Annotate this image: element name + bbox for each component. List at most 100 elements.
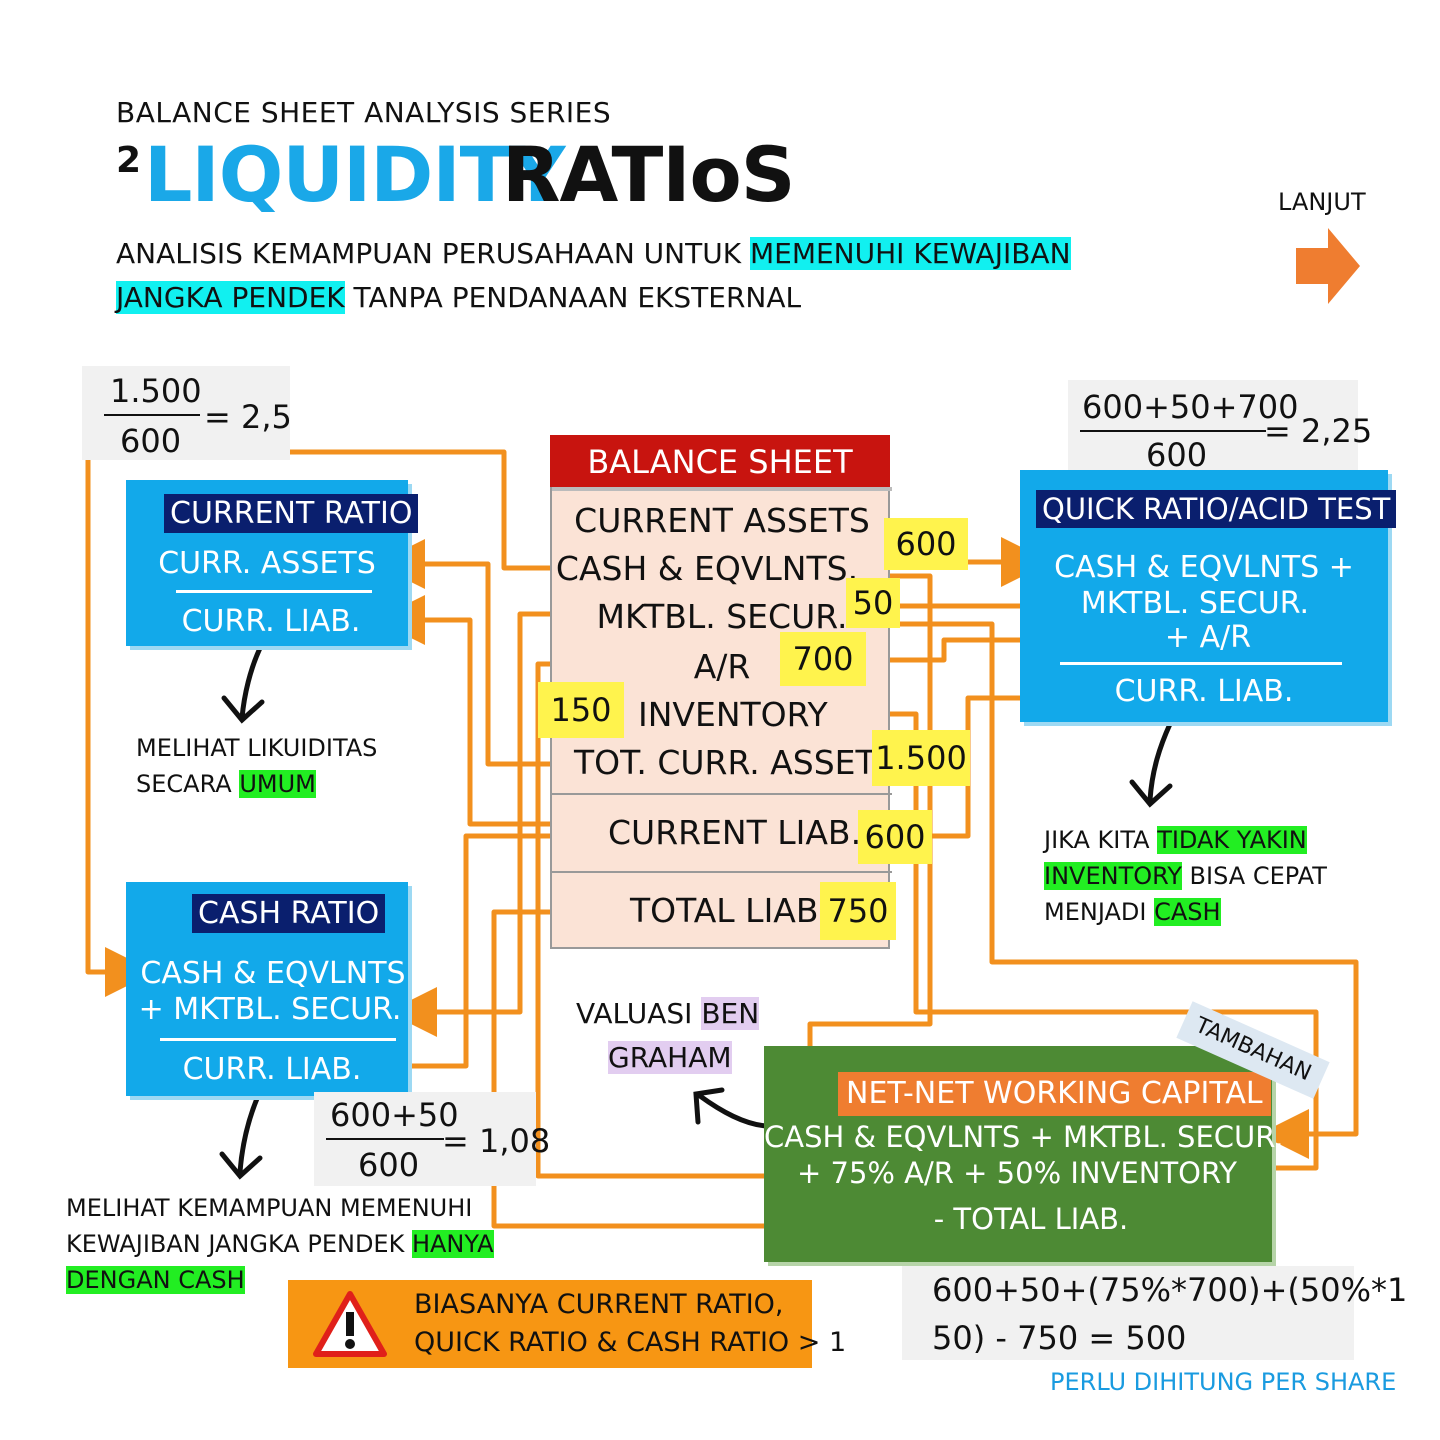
description-text: TANPA PENDANAAN EKSTERNAL (344, 281, 802, 314)
cash-ratio-title: CASH RATIO (192, 894, 386, 933)
series-label: BALANCE SHEET ANALYSIS SERIES (116, 96, 612, 129)
fraction-bar (160, 1038, 396, 1041)
current-ratio-box: CURRENT RATIO CURR. ASSETS CURR. LIAB. (126, 480, 419, 646)
nnwc-line-1: CASH & EQVLNTS + MKTBL. SECUR. (764, 1120, 1284, 1154)
warning-line-1: BIASANYA CURRENT RATIO, (414, 1289, 784, 1320)
nnwc-calculation: 600+50+(75%*700)+(50%*1 50) - 750 = 500 (902, 1266, 1408, 1360)
note-line: KEWAJIBAN JANGKA PENDEK HANYA (66, 1226, 494, 1262)
securities-label: MKTBL. SECUR. (596, 597, 848, 636)
current-assets-label: CURRENT ASSETS (574, 501, 870, 540)
next-label[interactable]: LANJUT (1278, 188, 1366, 216)
cash-ratio-formula-denominator: 600 (358, 1146, 420, 1184)
ar-label: A/R (693, 647, 751, 686)
quick-ratio-numerator-line2: MKTBL. SECUR. (1080, 586, 1310, 621)
note-highlight: UMUM (239, 770, 316, 798)
nnwc-box: NET-NET WORKING CAPITAL CASH & EQVLNTS +… (764, 1046, 1284, 1262)
note-highlight: CASH (1154, 898, 1221, 926)
note-line: SECARA UMUM (136, 766, 377, 802)
cash-ratio-formula-result: = 1,08 (442, 1122, 551, 1160)
note-text: JIKA KITA (1044, 826, 1158, 854)
quick-ratio-formula-result: = 2,25 (1264, 412, 1373, 450)
inventory-label: INVENTORY (638, 695, 828, 734)
note-line: DENGAN CASH (66, 1262, 494, 1298)
current-ratio-formula: 1.500 600 = 2,5 (82, 366, 292, 460)
current-ratio-numerator: CURR. ASSETS (158, 546, 376, 581)
note-line: MENJADI CASH (1044, 894, 1327, 930)
quick-ratio-denominator: CURR. LIAB. (1114, 674, 1294, 709)
note-line: INVENTORY BISA CEPAT (1044, 858, 1327, 894)
description-line-2: JANGKA PENDEK TANPA PENDANAAN EKSTERNAL (116, 278, 801, 318)
quick-ratio-note: JIKA KITA TIDAK YAKIN INVENTORY BISA CEP… (1044, 822, 1327, 930)
total-liab-label: TOTAL LIAB. (630, 891, 829, 930)
warning-text: BIASANYA CURRENT RATIO, QUICK RATIO & CA… (414, 1286, 846, 1362)
note-text: SECARA (136, 770, 240, 798)
note-highlight: DENGAN CASH (66, 1266, 245, 1294)
total-liab-value: 750 (820, 882, 896, 940)
ar-value: 700 (780, 632, 866, 686)
current-liab-label: CURRENT LIAB. (608, 813, 862, 852)
current-ratio-title: CURRENT RATIO (164, 494, 419, 533)
current-ratio-formula-denominator: 600 (120, 422, 182, 460)
description-highlight: JANGKA PENDEK (116, 281, 345, 314)
cash-value: 600 (884, 518, 968, 570)
total-current-assets-label: TOT. CURR. ASSETS (574, 743, 897, 782)
nnwc-line-3: - TOTAL LIAB. (933, 1202, 1129, 1236)
cash-ratio-formula: 600+50 600 = 1,08 (314, 1092, 550, 1186)
title-ratios: RATIoS (502, 130, 796, 219)
cash-ratio-formula-numerator: 600+50 (330, 1096, 459, 1134)
description-highlight: MEMENUHI KEWAJIBAN (749, 237, 1071, 270)
fraction-bar (1060, 662, 1342, 665)
current-liab-value: 600 (858, 810, 932, 864)
cash-ratio-box: CASH RATIO CASH & EQVLNTS + MKTBL. SECUR… (126, 882, 408, 1096)
quick-ratio-formula-numerator: 600+50+700 (1082, 388, 1299, 426)
note-text: KEWAJIBAN JANGKA PENDEK (66, 1230, 412, 1258)
graham-highlight: BEN (701, 997, 760, 1030)
cash-ratio-numerator-line1: CASH & EQVLNTS (140, 956, 406, 991)
graham-text: VALUASI (576, 997, 702, 1030)
cash-ratio-denominator: CURR. LIAB. (182, 1052, 362, 1087)
nnwc-title: NET-NET WORKING CAPITAL (838, 1072, 1271, 1116)
fraction-bar (176, 590, 372, 593)
next-arrow-icon[interactable] (1294, 226, 1362, 306)
warning-icon (313, 1291, 387, 1357)
current-ratio-denominator: CURR. LIAB. (181, 604, 361, 639)
balance-sheet: BALANCE SHEET CURRENT ASSETS CASH & EQVL… (550, 435, 897, 949)
title-liquidity: LIQUIDITY (144, 130, 566, 219)
quick-ratio-formula-denominator: 600 (1146, 436, 1208, 474)
series-number: 2 (116, 140, 142, 181)
warning-box: BIASANYA CURRENT RATIO, QUICK RATIO & CA… (288, 1280, 846, 1368)
nnwc-calc-line-2: 50) - 750 = 500 (932, 1319, 1187, 1357)
quick-ratio-formula: 600+50+700 600 = 2,25 (1068, 380, 1372, 474)
quick-ratio-box: QUICK RATIO/ACID TEST CASH & EQVLNTS + M… (1020, 470, 1397, 722)
description-line-1: ANALISIS KEMAMPUAN PERUSAHAAN UNTUK MEME… (116, 234, 1071, 274)
nnwc-calc-line-1: 600+50+(75%*700)+(50%*1 (932, 1271, 1408, 1309)
warning-line-2: QUICK RATIO & CASH RATIO > 1 (414, 1327, 847, 1358)
quick-ratio-numerator-line1: CASH & EQVLNTS + (1054, 550, 1354, 585)
note-highlight: HANYA (411, 1230, 494, 1258)
note-text: BISA CEPAT (1181, 862, 1327, 890)
description-text: ANALISIS KEMAMPUAN PERUSAHAAN UNTUK (116, 237, 750, 270)
note-highlight: TIDAK YAKIN (1157, 826, 1307, 854)
graham-line-2: GRAHAM (576, 1036, 759, 1080)
note-line: MELIHAT KEMAMPUAN MEMENUHI (66, 1194, 473, 1222)
nnwc-footnote: PERLU DIHITUNG PER SHARE (1050, 1368, 1397, 1396)
graham-line-1: VALUASI BEN (576, 992, 760, 1036)
cash-label: CASH & EQVLNTS. (555, 549, 859, 588)
graham-label: VALUASI BEN GRAHAM (576, 992, 760, 1080)
current-ratio-formula-numerator: 1.500 (110, 372, 202, 410)
balance-sheet-body: CURRENT ASSETS CASH & EQVLNTS. MKTBL. SE… (550, 487, 897, 949)
securities-value: 50 (846, 578, 900, 628)
current-ratio-note: MELIHAT LIKUIDITAS SECARA UMUM (136, 730, 377, 802)
nnwc-line-2: + 75% A/R + 50% INVENTORY (796, 1156, 1237, 1190)
note-highlight: INVENTORY (1044, 862, 1182, 890)
note-line: MELIHAT LIKUIDITAS (136, 734, 378, 762)
current-ratio-formula-result: = 2,5 (204, 398, 292, 436)
graham-highlight: GRAHAM (608, 1041, 732, 1074)
quick-ratio-title: QUICK RATIO/ACID TEST (1036, 490, 1397, 528)
inventory-value: 150 (538, 682, 624, 738)
quick-ratio-numerator-line3: + A/R (1164, 620, 1252, 655)
cash-ratio-note: MELIHAT KEMAMPUAN MEMENUHI KEWAJIBAN JAN… (66, 1190, 494, 1298)
note-line: JIKA KITA TIDAK YAKIN (1044, 822, 1327, 858)
balance-sheet-title: BALANCE SHEET (550, 435, 890, 487)
note-text: MENJADI (1044, 898, 1155, 926)
